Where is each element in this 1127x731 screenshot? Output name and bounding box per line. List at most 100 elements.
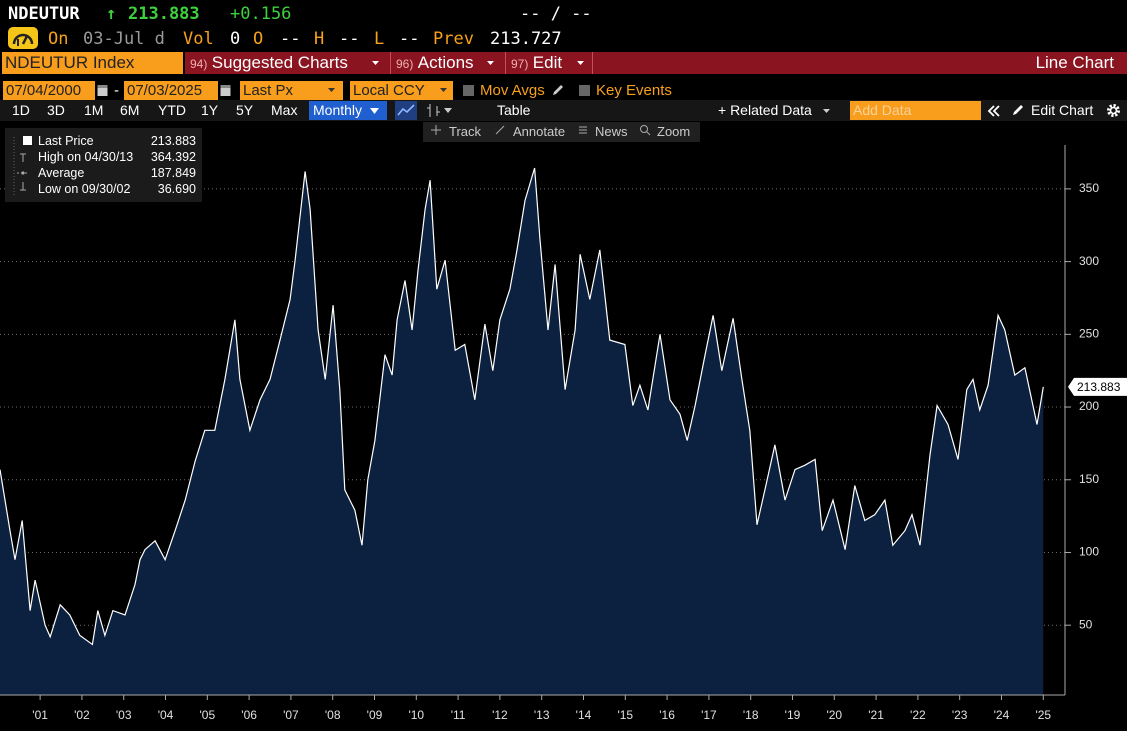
checkbox[interactable] (579, 85, 590, 96)
menu-label: Suggested Charts (211, 53, 348, 72)
toolbar (0, 100, 1127, 121)
x-tick-label: '13 (534, 708, 550, 722)
field-select[interactable]: Last Px (240, 81, 343, 100)
currency-select[interactable]: Local CCY (350, 81, 453, 100)
tool-button[interactable]: Annotate (513, 124, 566, 139)
high-value: -- (339, 29, 360, 49)
x-tick-label: '25 (1035, 708, 1051, 722)
menu-item[interactable]: 94) Suggested Charts (190, 52, 348, 75)
pencil-icon[interactable] (1011, 103, 1025, 117)
period-button[interactable]: YTD (158, 102, 186, 118)
vol-value: 0 (230, 29, 241, 49)
period-button[interactable]: 6M (120, 102, 140, 118)
menu-item[interactable]: 97) Edit (511, 52, 562, 75)
frequency-button[interactable] (309, 101, 387, 120)
x-tick-label: '02 (74, 708, 90, 722)
menu-number: 97) (511, 57, 529, 71)
menu-item[interactable]: 96) Actions (396, 52, 474, 75)
period-button[interactable]: 3D (47, 102, 65, 118)
on-label: On (48, 29, 69, 49)
x-tick-label: '23 (952, 708, 968, 722)
net-change: +0.156 (230, 4, 292, 24)
line-chart-icon[interactable] (395, 101, 417, 120)
high-label: H (314, 29, 325, 49)
separator (390, 52, 391, 74)
period-button[interactable]: Max (271, 102, 298, 118)
legend-icons (13, 136, 32, 196)
x-tick-label: '04 (158, 708, 174, 722)
x-tick-label: '15 (617, 708, 633, 722)
period-button[interactable]: 5Y (236, 102, 254, 118)
period-button[interactable]: 1D (12, 102, 30, 118)
table-button[interactable]: Table (497, 102, 531, 118)
candle-icon[interactable] (423, 101, 445, 120)
security-input[interactable]: NDEUTUR Index (2, 52, 183, 74)
chart-tools (423, 122, 700, 142)
last-value-tag (1068, 377, 1127, 396)
collapse-icon[interactable] (987, 104, 1001, 118)
date-separator: - (114, 82, 119, 99)
menu-bar (185, 52, 1127, 74)
checkbox[interactable] (463, 85, 474, 96)
x-tick-label: '11 (451, 708, 466, 722)
x-tick-label: '08 (325, 708, 341, 722)
menu-label: Actions (417, 53, 474, 72)
x-tick-label: '01 (32, 708, 48, 722)
tool-button[interactable]: Zoom (657, 124, 691, 139)
vol-label: Vol (183, 29, 214, 49)
edit-chart-button[interactable]: Edit Chart (1031, 102, 1094, 118)
dropdown-arrow (444, 108, 452, 113)
tool-icon (639, 124, 651, 139)
period-button[interactable]: 1Y (201, 102, 219, 118)
x-tick-label: '20 (826, 708, 842, 722)
last-value-label: 213.883 (1077, 380, 1121, 394)
calendar-icon[interactable] (97, 83, 108, 97)
calendar-icon[interactable] (220, 83, 231, 97)
legend-stat-label: Low on 09/30/02 (38, 182, 131, 196)
x-tick-label: '14 (576, 708, 592, 722)
legend-stat-value: 36.690 (157, 182, 196, 196)
x-tick-label: '21 (868, 708, 884, 722)
x-tick-label: '03 (116, 708, 132, 722)
x-tick-label: '24 (994, 708, 1010, 722)
y-tick-label: 300 (1079, 254, 1099, 268)
period-button[interactable]: 1M (84, 102, 104, 118)
menu-number: 94) (190, 57, 208, 71)
option-label: Key Events (596, 82, 672, 99)
frequency-label: Monthly (313, 102, 363, 118)
open-label: O (253, 29, 264, 49)
separator (505, 52, 506, 74)
x-tick-label: '10 (408, 708, 424, 722)
tool-button[interactable]: News (595, 124, 628, 139)
low-label: L (374, 29, 385, 49)
legend-series-name: Last Price (38, 134, 94, 148)
x-tick-label: '06 (241, 708, 257, 722)
quote-date: 03-Jul d (83, 29, 165, 49)
separator (592, 52, 593, 74)
add-data-input[interactable]: Add Data (850, 101, 981, 120)
gauge-icon[interactable] (8, 27, 38, 49)
low-value: -- (399, 29, 420, 49)
tool-button[interactable]: Track (449, 124, 482, 139)
bid-ask: -- / -- (520, 4, 592, 24)
y-tick-label: 100 (1079, 545, 1099, 559)
related-data-button[interactable]: + Related Data (718, 102, 812, 118)
pencil-icon[interactable] (551, 83, 565, 97)
x-tick-label: '18 (743, 708, 759, 722)
open-value: -- (280, 29, 301, 49)
y-tick-label: 250 (1079, 327, 1099, 341)
dropdown-arrow (823, 109, 830, 113)
dropdown-arrow (577, 61, 584, 65)
legend-stat-value: 364.392 (150, 150, 196, 164)
settings-icon[interactable] (1106, 103, 1121, 118)
start-date[interactable]: 07/04/2000 (3, 81, 95, 100)
x-tick-label: '12 (492, 708, 508, 722)
last-price: 213.883 (128, 4, 200, 24)
end-date[interactable]: 07/03/2025 (124, 81, 218, 100)
legend-stat-value: 187.849 (150, 166, 196, 180)
area (0, 168, 1044, 695)
y-tick-label: 350 (1079, 181, 1099, 195)
legend: Last Price 213.883 High on 04/30/13 364.… (5, 128, 202, 202)
price-arrow: ↑ (106, 4, 117, 24)
